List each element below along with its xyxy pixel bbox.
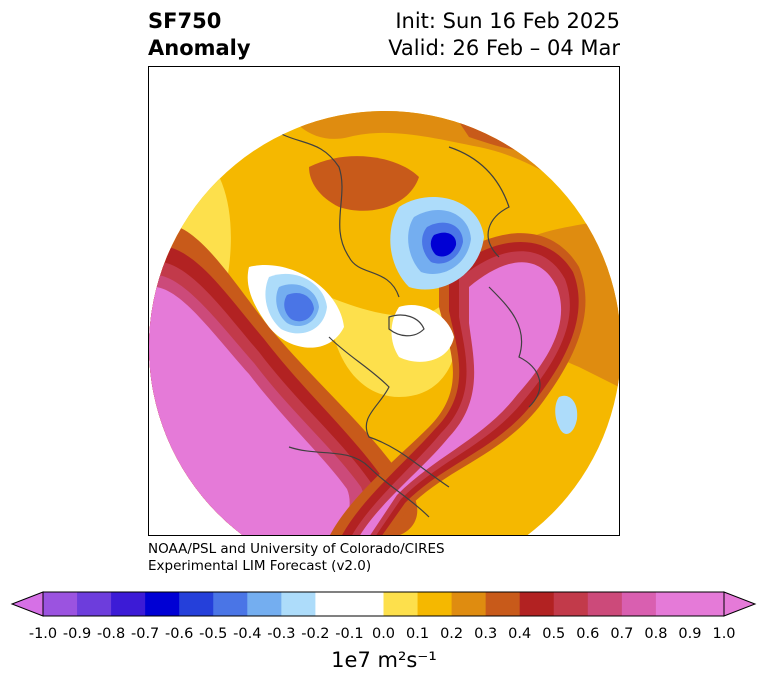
coastline-5 — [288, 446, 430, 518]
colorbar-tick-label: 0.0 — [371, 626, 396, 642]
colorbar-swatch — [43, 592, 78, 616]
colorbar-swatch — [349, 592, 384, 616]
title-line-1: SF750 — [148, 9, 222, 33]
colorbar-tick-label: 1.0 — [712, 626, 736, 642]
colorbar-swatch — [485, 592, 521, 616]
colorbar-tick-label: 0.7 — [610, 626, 634, 642]
credit-line-1: NOAA/PSL and University of Colorado/CIRE… — [148, 541, 445, 557]
colorbar-swatch — [655, 592, 691, 616]
colorbar-ticks: -1.0 -0.9 -0.8 -0.7 -0.6 -0.5 -0.4 -0.3 -0.2 -0.1… — [0, 626, 768, 644]
forecast-dates: Init: Sun 16 Feb 2025 Valid: 26 Feb – 04… — [388, 8, 620, 62]
colorbar-swatch — [621, 592, 657, 616]
greenland — [388, 314, 425, 337]
colorbar-tick-label: 0.1 — [406, 626, 430, 642]
colorbar-swatch — [689, 592, 725, 616]
colorbar-swatch — [111, 592, 146, 616]
colorbar-swatch — [587, 592, 623, 616]
colorbar-tick-label: 0.8 — [644, 626, 668, 642]
colorbar-tick-label: -0.5 — [199, 626, 228, 642]
colorbar-tick-label: -0.2 — [301, 626, 330, 642]
neutral-center — [391, 305, 454, 362]
colorbar-tick-label: 0.2 — [440, 626, 464, 642]
init-date: Init: Sun 16 Feb 2025 — [395, 9, 620, 33]
coastline-3 — [328, 336, 450, 488]
colorbar-tick-label: -0.6 — [165, 626, 194, 642]
colorbar-tick-label: 0.3 — [474, 626, 498, 642]
colorbar-tick-label: 0.4 — [508, 626, 532, 642]
colorbar-tick-label: -0.8 — [96, 626, 126, 642]
neg-siberia-core — [284, 292, 314, 322]
max-positive-west — [149, 286, 350, 535]
colorbar-swatch — [383, 592, 419, 616]
chart-title: SF750 Anomaly — [148, 8, 251, 62]
colorbar-swatch — [553, 592, 589, 616]
colorbar-units: 1e7 m²s⁻¹ — [331, 648, 437, 672]
brown-north-center — [309, 156, 419, 211]
colorbar-swatch — [451, 592, 487, 616]
anomaly-map-svg — [149, 111, 619, 535]
colorbar-swatch — [213, 592, 248, 616]
colorbar-tick-label: -0.4 — [233, 626, 262, 642]
colorbar-tick-label: 0.5 — [542, 626, 566, 642]
colorbar — [10, 591, 757, 617]
neg-atlantic — [555, 395, 578, 434]
polar-map — [148, 66, 620, 536]
credit-text: NOAA/PSL and University of Colorado/CIRE… — [148, 541, 445, 575]
colorbar-tick-label: -0.3 — [267, 626, 296, 642]
colorbar-swatch — [145, 592, 180, 616]
colorbar-tick-label: 0.6 — [576, 626, 600, 642]
neg-barents-core — [430, 232, 457, 257]
colorbar-swatch — [247, 592, 282, 616]
colorbar-tick-label: 0.9 — [678, 626, 702, 642]
title-line-2: Anomaly — [148, 36, 251, 60]
colorbar-extend-low — [10, 591, 44, 617]
colorbar-swatch — [519, 592, 555, 616]
colorbar-swatch — [281, 592, 316, 616]
colorbar-swatch — [77, 592, 112, 616]
colorbar-tick-label: -0.1 — [335, 626, 364, 642]
coastline-1 — [268, 126, 400, 298]
colorbar-swatch — [417, 592, 453, 616]
anomaly-field — [149, 111, 619, 535]
colorbar-extend-high — [723, 591, 757, 617]
colorbar-border — [42, 591, 725, 617]
colorbar-tick-label: -0.9 — [62, 626, 92, 642]
colorbar-tick-label: -1.0 — [28, 626, 58, 642]
colorbar-swatch — [315, 592, 350, 616]
coastline-2 — [448, 146, 510, 258]
colorbar-swatch — [179, 592, 214, 616]
coastline-4 — [488, 286, 541, 408]
credit-line-2: Experimental LIM Forecast (v2.0) — [148, 558, 372, 574]
max-positive-east — [359, 262, 561, 535]
valid-date: Valid: 26 Feb – 04 Mar — [388, 36, 620, 60]
colorbar-tick-label: -0.7 — [130, 626, 160, 642]
